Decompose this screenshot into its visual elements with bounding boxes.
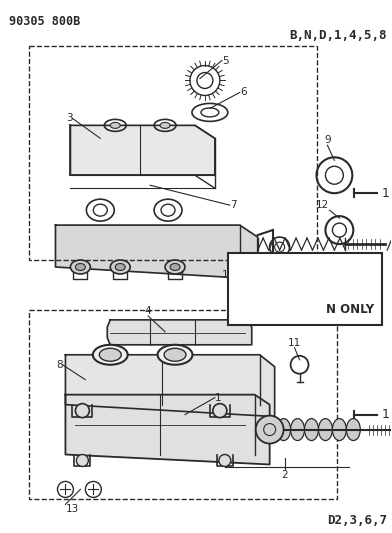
Text: B,N,D,1,4,5,8: B,N,D,1,4,5,8 — [290, 29, 387, 42]
Text: 9: 9 — [324, 135, 331, 146]
Text: 4: 4 — [145, 306, 151, 316]
Ellipse shape — [99, 348, 121, 361]
Polygon shape — [71, 125, 215, 175]
Text: D2,3,6,7: D2,3,6,7 — [327, 514, 387, 527]
Text: 1: 1 — [381, 187, 389, 200]
Bar — [228, 253, 382, 325]
Text: 5: 5 — [222, 55, 229, 66]
Ellipse shape — [290, 418, 305, 441]
Polygon shape — [65, 355, 275, 417]
Text: 1: 1 — [381, 408, 389, 421]
Text: 7: 7 — [230, 200, 236, 210]
Ellipse shape — [347, 418, 360, 441]
Polygon shape — [56, 225, 258, 279]
Text: 1: 1 — [215, 393, 221, 402]
Circle shape — [213, 403, 227, 417]
Text: 3: 3 — [66, 114, 73, 123]
Text: 11: 11 — [288, 338, 301, 348]
Ellipse shape — [71, 260, 90, 274]
Ellipse shape — [305, 418, 318, 441]
Ellipse shape — [93, 345, 128, 365]
Circle shape — [256, 416, 283, 443]
Text: 12: 12 — [316, 200, 329, 210]
Circle shape — [219, 455, 231, 466]
Bar — [29, 310, 338, 499]
Bar — [29, 46, 318, 260]
Text: 90305 800B: 90305 800B — [9, 15, 80, 28]
Circle shape — [76, 455, 88, 466]
Ellipse shape — [164, 348, 186, 361]
Polygon shape — [107, 320, 252, 345]
Ellipse shape — [318, 418, 332, 441]
Ellipse shape — [332, 418, 347, 441]
Ellipse shape — [110, 260, 130, 274]
Text: 10: 10 — [221, 270, 235, 280]
Ellipse shape — [263, 418, 277, 441]
Text: 8: 8 — [56, 360, 62, 370]
Ellipse shape — [170, 263, 180, 270]
Polygon shape — [65, 394, 270, 464]
Circle shape — [75, 403, 89, 417]
Text: 2: 2 — [281, 471, 288, 480]
Ellipse shape — [165, 260, 185, 274]
Text: 13: 13 — [65, 504, 79, 514]
Ellipse shape — [115, 263, 125, 270]
Ellipse shape — [160, 123, 170, 128]
Ellipse shape — [75, 263, 85, 270]
Text: 6: 6 — [240, 87, 247, 98]
Ellipse shape — [110, 123, 120, 128]
Ellipse shape — [277, 418, 290, 441]
Ellipse shape — [158, 345, 192, 365]
Text: N ONLY: N ONLY — [326, 303, 374, 316]
